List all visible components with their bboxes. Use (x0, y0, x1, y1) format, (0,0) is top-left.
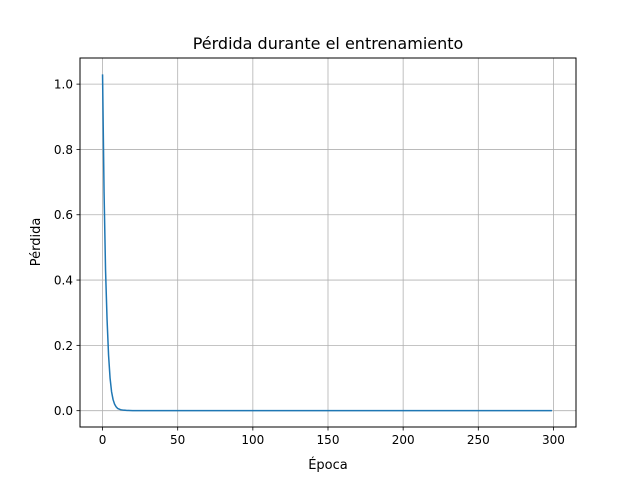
y-tick-label: 1.0 (54, 78, 73, 92)
series-group (101, 74, 552, 412)
x-tick-label: 200 (392, 433, 415, 447)
x-tick-label: 250 (467, 433, 490, 447)
grid-lines (80, 58, 576, 427)
x-tick-label: 50 (170, 433, 185, 447)
y-axis-label: Pérdida (29, 218, 44, 267)
x-axis-label: Época (308, 457, 348, 473)
x-tick-label: 0 (99, 433, 107, 447)
y-tick-label: 0.0 (54, 404, 73, 418)
x-tick-label: 150 (317, 433, 340, 447)
x-tick-label: 300 (542, 433, 565, 447)
ticks-group: 0 50 100 150 200 250 300 0.0 0.2 0.4 0.6 0.8 1.0 (54, 78, 565, 447)
loss-line (101, 74, 552, 412)
x-tick-label: 100 (241, 433, 264, 447)
chart-title: Pérdida durante el entrenamiento (193, 34, 464, 53)
y-tick-label: 0.8 (54, 143, 73, 157)
y-tick-label: 0.6 (54, 208, 73, 222)
y-tick-label: 0.4 (54, 274, 73, 288)
y-tick-label: 0.2 (54, 339, 73, 353)
